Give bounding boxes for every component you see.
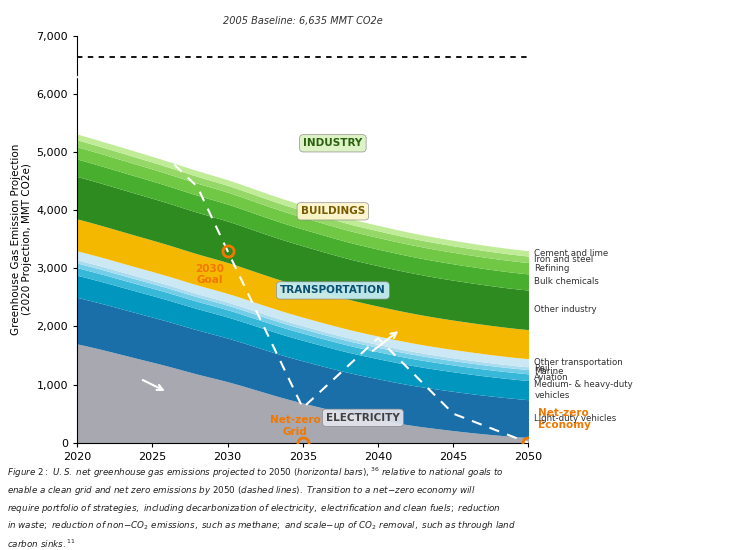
Text: TRANSPORTATION: TRANSPORTATION: [280, 285, 386, 295]
Text: Net-zero
Grid: Net-zero Grid: [270, 415, 321, 437]
Text: Marine: Marine: [534, 367, 564, 376]
Text: Aviation: Aviation: [534, 373, 569, 382]
Text: 2030
Goal: 2030 Goal: [195, 263, 224, 285]
Text: Bulk chemicals: Bulk chemicals: [534, 278, 599, 287]
Text: Other transportation: Other transportation: [534, 358, 623, 367]
Y-axis label: Greenhouse Gas Emission Projection
(2020 Projection, MMT CO2e): Greenhouse Gas Emission Projection (2020…: [11, 144, 32, 335]
Text: Other industry: Other industry: [534, 305, 597, 315]
Text: $\it{Figure\ 2:\ U.S.\ net\ greenhouse\ gas\ emissions\ projected\ to\ 2050\ (ho: $\it{Figure\ 2:\ U.S.\ net\ greenhouse\ …: [7, 465, 517, 550]
Text: Medium- & heavy-duty
vehicles: Medium- & heavy-duty vehicles: [534, 381, 633, 400]
Text: 2005 Baseline: 6,635 MMT CO2e: 2005 Baseline: 6,635 MMT CO2e: [223, 15, 382, 26]
Text: BUILDINGS: BUILDINGS: [301, 206, 365, 216]
Text: Rail: Rail: [534, 364, 550, 373]
Text: Net-zero
Economy: Net-zero Economy: [538, 409, 591, 430]
Text: Light-duty vehicles: Light-duty vehicles: [534, 414, 617, 423]
Text: ELECTRICITY: ELECTRICITY: [326, 412, 400, 423]
Text: Cement and lime: Cement and lime: [534, 249, 608, 258]
Text: Iron and steel: Iron and steel: [534, 255, 594, 264]
Text: Refining: Refining: [534, 264, 570, 273]
Text: INDUSTRY: INDUSTRY: [303, 138, 363, 149]
